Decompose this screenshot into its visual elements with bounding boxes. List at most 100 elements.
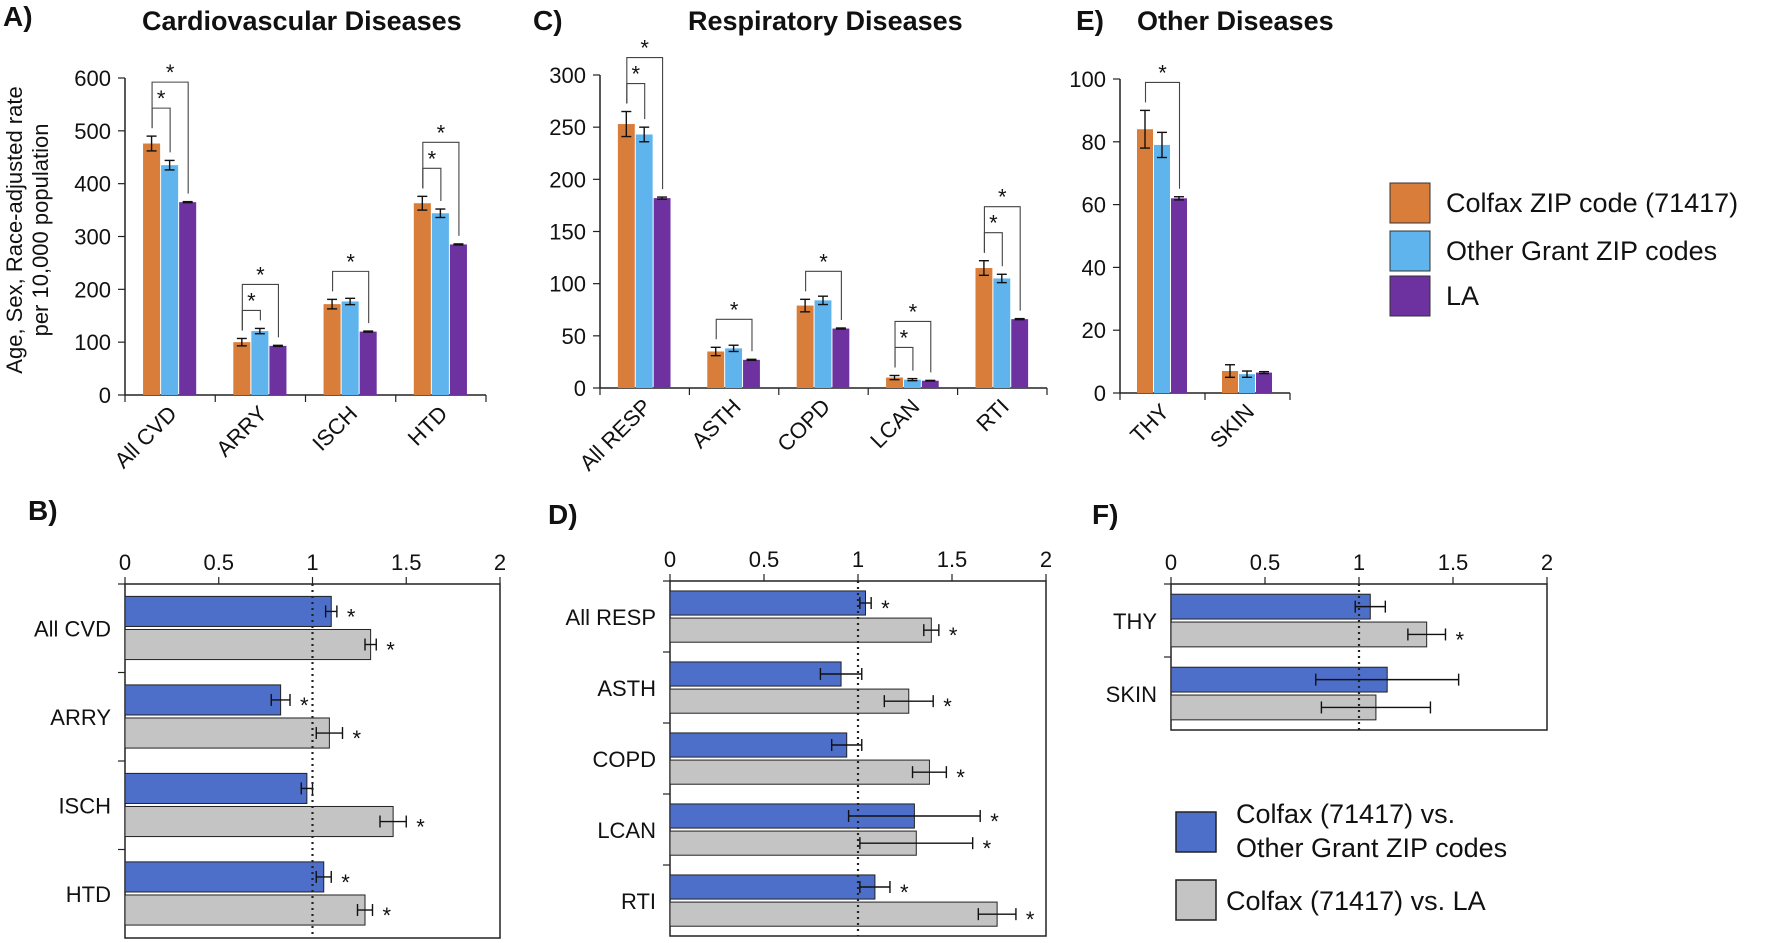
bar	[796, 305, 814, 388]
panel-c-title: Respiratory Diseases	[688, 6, 963, 36]
significance-star: *	[353, 726, 362, 751]
bar	[832, 328, 850, 388]
y-tick-label: 60	[1082, 193, 1106, 218]
bar	[1239, 374, 1255, 393]
significance-bracket	[805, 270, 842, 321]
significance-star: *	[956, 765, 965, 790]
panel-e-title: Other Diseases	[1137, 6, 1334, 36]
y-tick-label: 250	[549, 115, 586, 140]
ratio-bar	[669, 617, 932, 643]
category-label: All RESP	[575, 394, 657, 476]
bar	[269, 345, 287, 395]
x-tick-label: 1.5	[391, 550, 422, 575]
significance-star: *	[428, 146, 437, 171]
significance-bracket	[626, 82, 646, 120]
legend-bottom: Colfax (71417) vs. Other Grant ZIP codes…	[1175, 799, 1507, 921]
bar	[359, 331, 377, 395]
y-tick-label: 300	[74, 225, 111, 250]
bar	[1256, 372, 1272, 393]
y-tick-label: 100	[1069, 67, 1106, 92]
panel-a: A) Cardiovascular Diseases Age, Sex, Rac…	[2, 1, 487, 473]
significance-star: *	[900, 325, 909, 350]
category-label: ISCH	[307, 401, 362, 456]
significance-bracket	[894, 346, 914, 371]
category-label: SKIN	[1106, 682, 1157, 707]
significance-star: *	[909, 299, 918, 324]
significance-star: *	[383, 903, 392, 928]
significance-star: *	[437, 120, 446, 145]
panel-b-label: B)	[28, 495, 58, 526]
x-tick-label: 0.5	[203, 550, 234, 575]
y-tick-label: 500	[74, 119, 111, 144]
bar	[413, 203, 431, 395]
bar	[341, 301, 359, 395]
category-label: THY	[1113, 609, 1157, 634]
significance-star: *	[881, 596, 890, 621]
x-tick-label: 0.5	[749, 547, 780, 572]
panel-a-title: Cardiovascular Diseases	[142, 6, 462, 36]
panel-f-label: F)	[1092, 499, 1118, 530]
panel-f: F) 0 0.5 1 1.5 2 * THY SKIN	[1092, 499, 1553, 731]
significance-star: *	[949, 623, 958, 648]
y-tick-label: 0	[1094, 381, 1106, 406]
ratio-bar	[124, 861, 325, 893]
category-label: ASTH	[686, 394, 745, 453]
significance-star: *	[247, 288, 256, 313]
significance-bracket	[983, 206, 1021, 311]
panel-e-label: E)	[1076, 5, 1104, 36]
ratio-bar	[124, 772, 308, 804]
panel-e: E) Other Diseases 0 20 40 60 80 100 THY SKIN *	[1069, 5, 1333, 453]
significance-bracket	[715, 318, 753, 352]
y-tick-label: 400	[74, 172, 111, 197]
ratio-bar	[669, 759, 930, 785]
panel-c-plot: 0 50 100 150 200 250 300 All RESP ASTH COPD LCAN RT…	[549, 36, 1048, 476]
bar	[975, 268, 993, 388]
legend-label-colfax: Colfax ZIP code (71417)	[1446, 188, 1738, 218]
y-tick-label: 20	[1082, 318, 1106, 343]
significance-star: *	[1455, 627, 1464, 652]
panel-b-plot: 0 0.5 1 1.5 2 * * All CVD * * ARRY * ISCH * * HTD	[34, 550, 506, 939]
legend-swatch-vs-other	[1175, 811, 1217, 853]
bar	[449, 244, 467, 395]
legend-label-la: LA	[1446, 281, 1479, 311]
ratio-bar	[669, 661, 842, 687]
ratio-bar	[669, 874, 876, 900]
legend-swatch-colfax	[1389, 182, 1431, 224]
category-label: ASTH	[597, 676, 656, 701]
category-label: HTD	[403, 401, 453, 451]
bar	[179, 202, 197, 395]
significance-star: *	[989, 211, 998, 236]
category-label: All CVD	[34, 616, 111, 641]
bar	[1011, 319, 1029, 388]
y-tick-label: 50	[562, 324, 586, 349]
y-axis-label-line-1: Age, Sex, Race-adjusted rate	[2, 86, 27, 373]
bar	[143, 143, 161, 395]
panel-d: D) 0 0.5 1 1.5 2**All RESP*ASTH*COPD**LCAN**…	[548, 499, 1052, 937]
bar	[161, 165, 179, 395]
legend-swatch-la	[1389, 275, 1431, 317]
bar	[431, 213, 449, 395]
category-label: All CVD	[110, 401, 182, 473]
panel-b: B) 0 0.5 1 1.5 2 * * All CVD * * ARRY * ISCH * * HTD	[28, 495, 506, 939]
bar	[617, 124, 635, 388]
x-tick-label: 0	[119, 550, 131, 575]
y-tick-label: 40	[1082, 255, 1106, 280]
significance-bracket	[241, 283, 279, 338]
bar	[233, 342, 251, 395]
panel-c-label: C)	[533, 5, 563, 36]
y-tick-label: 200	[74, 277, 111, 302]
bar	[743, 359, 760, 388]
legend-label-vs-la: Colfax (71417) vs. LA	[1226, 886, 1486, 916]
bar	[635, 134, 653, 388]
significance-star: *	[300, 693, 309, 718]
ratio-bar	[1170, 593, 1371, 620]
ratio-bar	[124, 595, 332, 627]
y-tick-label: 200	[549, 167, 586, 192]
significance-bracket	[422, 141, 460, 236]
category-label: RTI	[621, 889, 656, 914]
ratio-bar	[669, 590, 867, 616]
significance-star: *	[386, 638, 395, 663]
y-tick-label: 100	[549, 272, 586, 297]
